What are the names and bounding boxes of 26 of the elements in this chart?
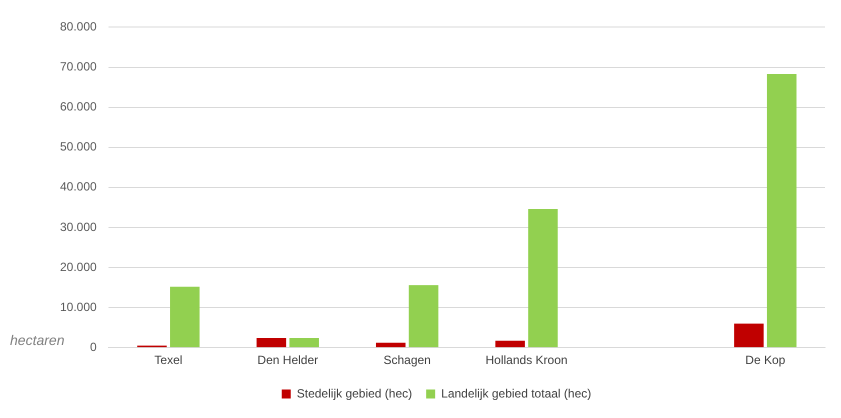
bar: [256, 338, 286, 348]
y-tick-label: 80.000: [60, 20, 98, 34]
y-tick-label: 40.000: [60, 180, 98, 194]
y-tick-label: 50.000: [60, 140, 98, 154]
y-axis-title: hectaren: [10, 332, 64, 348]
bar: [528, 209, 558, 348]
y-tick-label: 60.000: [60, 100, 98, 114]
y-tick-label: 70.000: [60, 60, 98, 74]
bar: [734, 324, 764, 348]
y-tick-label: 20.000: [60, 260, 98, 274]
bar: [408, 285, 438, 348]
x-tick-label: Den Helder: [257, 353, 318, 368]
y-tick-label: 10.000: [60, 300, 98, 314]
bar: [766, 74, 796, 348]
y-tick-label: 30.000: [60, 220, 98, 234]
bar: [376, 342, 406, 348]
bar: [289, 338, 319, 348]
legend-label: Landelijk gebied totaal (hec): [441, 386, 592, 400]
x-tick-label: Schagen: [383, 353, 431, 368]
y-tick-label: 0: [90, 340, 98, 354]
x-tick-label: De Kop: [745, 353, 786, 368]
x-tick-label: Texel: [154, 353, 182, 368]
bar: [170, 286, 200, 348]
bar: [495, 340, 525, 348]
x-tick-label: Hollands Kroon: [486, 353, 568, 368]
legend-label: Stedelijk gebied (hec): [296, 386, 412, 400]
